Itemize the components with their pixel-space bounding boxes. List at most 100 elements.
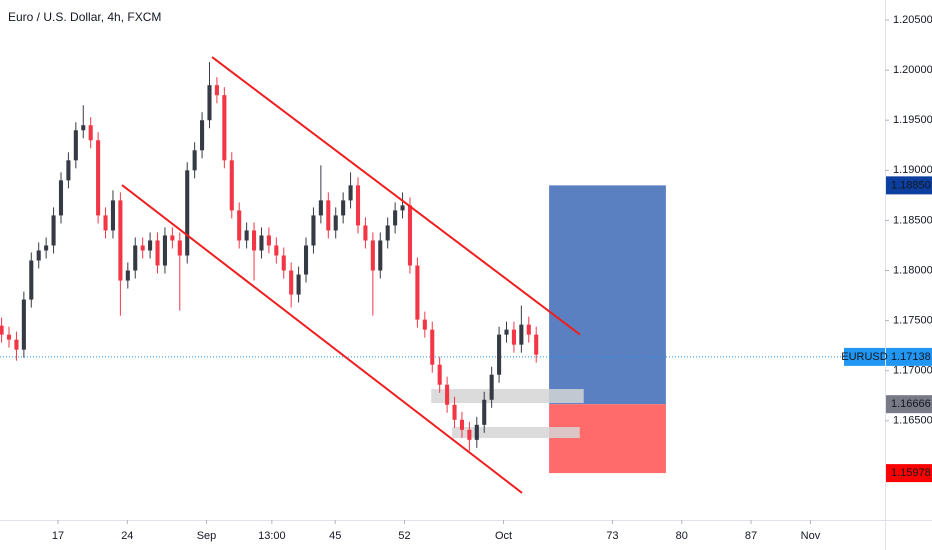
candle-body [148, 240, 153, 251]
candle-body [355, 185, 361, 226]
candle-body [192, 150, 197, 171]
candle-body [437, 364, 442, 385]
candle-body [526, 324, 531, 335]
candle-body [415, 265, 420, 320]
candle-body [467, 429, 472, 440]
candle-body [333, 215, 338, 231]
y-tick-label: 1.20000 [893, 64, 932, 76]
x-tick-label: 13:00 [258, 530, 286, 542]
x-tick-label: Sep [197, 530, 217, 542]
candle-body [162, 235, 167, 266]
candle-body [326, 200, 331, 231]
candle-body [281, 255, 286, 271]
entry-badge-label: 1.16666 [891, 398, 931, 410]
candle-body [504, 329, 509, 335]
y-tick-label: 1.20500 [893, 14, 932, 26]
candle-body [482, 399, 487, 425]
candle-body [229, 160, 234, 211]
candle-body [452, 404, 457, 420]
y-tick-label: 1.16500 [893, 415, 932, 427]
last-price-badge-label: 1.17138 [891, 351, 931, 363]
stop-badge-label: 1.15978 [891, 467, 931, 479]
candle-body [266, 235, 271, 246]
candle-body [214, 85, 219, 96]
candle-body [133, 245, 138, 271]
loss-zone [549, 404, 666, 474]
y-tick-label: 1.18500 [893, 214, 932, 226]
candle-body [29, 260, 34, 300]
target-badge-label: 1.18850 [891, 179, 931, 191]
zone [431, 389, 584, 404]
candle-body [274, 245, 279, 256]
x-tick-label: Oct [495, 530, 512, 542]
candle-body [474, 424, 479, 440]
candle-body [393, 210, 398, 226]
candle-body [14, 339, 19, 350]
y-tick-label: 1.17000 [893, 365, 932, 377]
candle-body [259, 235, 264, 251]
candle-body [318, 200, 323, 216]
x-tick-label: 52 [398, 530, 410, 542]
candle-body [237, 210, 242, 241]
candle-body [185, 170, 190, 256]
entry-badge [886, 395, 932, 414]
candle-body [155, 240, 160, 266]
x-tick-label: Nov [801, 530, 821, 542]
y-tick-label: 1.17500 [893, 315, 932, 327]
candle-body [311, 215, 316, 246]
candle-body [407, 205, 413, 266]
candle-body [0, 325, 4, 335]
trendline [121, 184, 523, 494]
candle-body [400, 205, 405, 211]
candle-body [363, 225, 368, 241]
candle-body [348, 185, 353, 201]
y-tick-label: 1.19000 [893, 164, 932, 176]
target-badge [886, 176, 932, 195]
candle-body [222, 95, 227, 161]
candle-body [422, 319, 427, 330]
last-price-badge [886, 347, 932, 366]
candle-body [289, 270, 294, 295]
profit-zone [549, 185, 666, 405]
y-tick-label: 1.18000 [893, 264, 932, 276]
candle-body [445, 384, 450, 405]
candle-body [341, 200, 346, 216]
candle-body [252, 230, 257, 251]
x-tick-label: 17 [52, 530, 64, 542]
candle-body [125, 270, 130, 281]
symbol-label: EURUSD [841, 351, 888, 363]
x-tick-label: 24 [121, 530, 133, 542]
candle-body [370, 240, 375, 271]
chart-title: Euro / U.S. Dollar, 4h, FXCM [8, 10, 161, 24]
x-tick-label: 80 [676, 530, 688, 542]
y-tick-label: 1.19500 [893, 114, 932, 126]
candle-body [296, 274, 301, 295]
candle-body [207, 85, 212, 121]
candle-body [44, 245, 49, 251]
candle-body [497, 334, 502, 375]
candle-body [6, 334, 12, 340]
candle-body [88, 125, 93, 141]
candle-body [36, 250, 41, 261]
x-tick-label: 45 [329, 530, 341, 542]
candle-body [66, 160, 71, 181]
candle-body [51, 215, 56, 246]
candle-body [511, 329, 516, 345]
trendline [211, 56, 581, 336]
candle-body [177, 240, 182, 256]
candle-body [385, 225, 390, 241]
candle-body [244, 230, 249, 241]
candle-body [103, 215, 108, 231]
candle-body [303, 245, 309, 275]
x-tick-label: 73 [606, 530, 618, 542]
candle-body [81, 125, 86, 131]
symbol-badge [844, 347, 885, 366]
candle-body [489, 374, 494, 400]
candle-body [110, 200, 116, 231]
candle-body [140, 245, 145, 251]
zone [452, 427, 580, 439]
candle-body [459, 419, 464, 430]
candle-body [96, 140, 101, 216]
